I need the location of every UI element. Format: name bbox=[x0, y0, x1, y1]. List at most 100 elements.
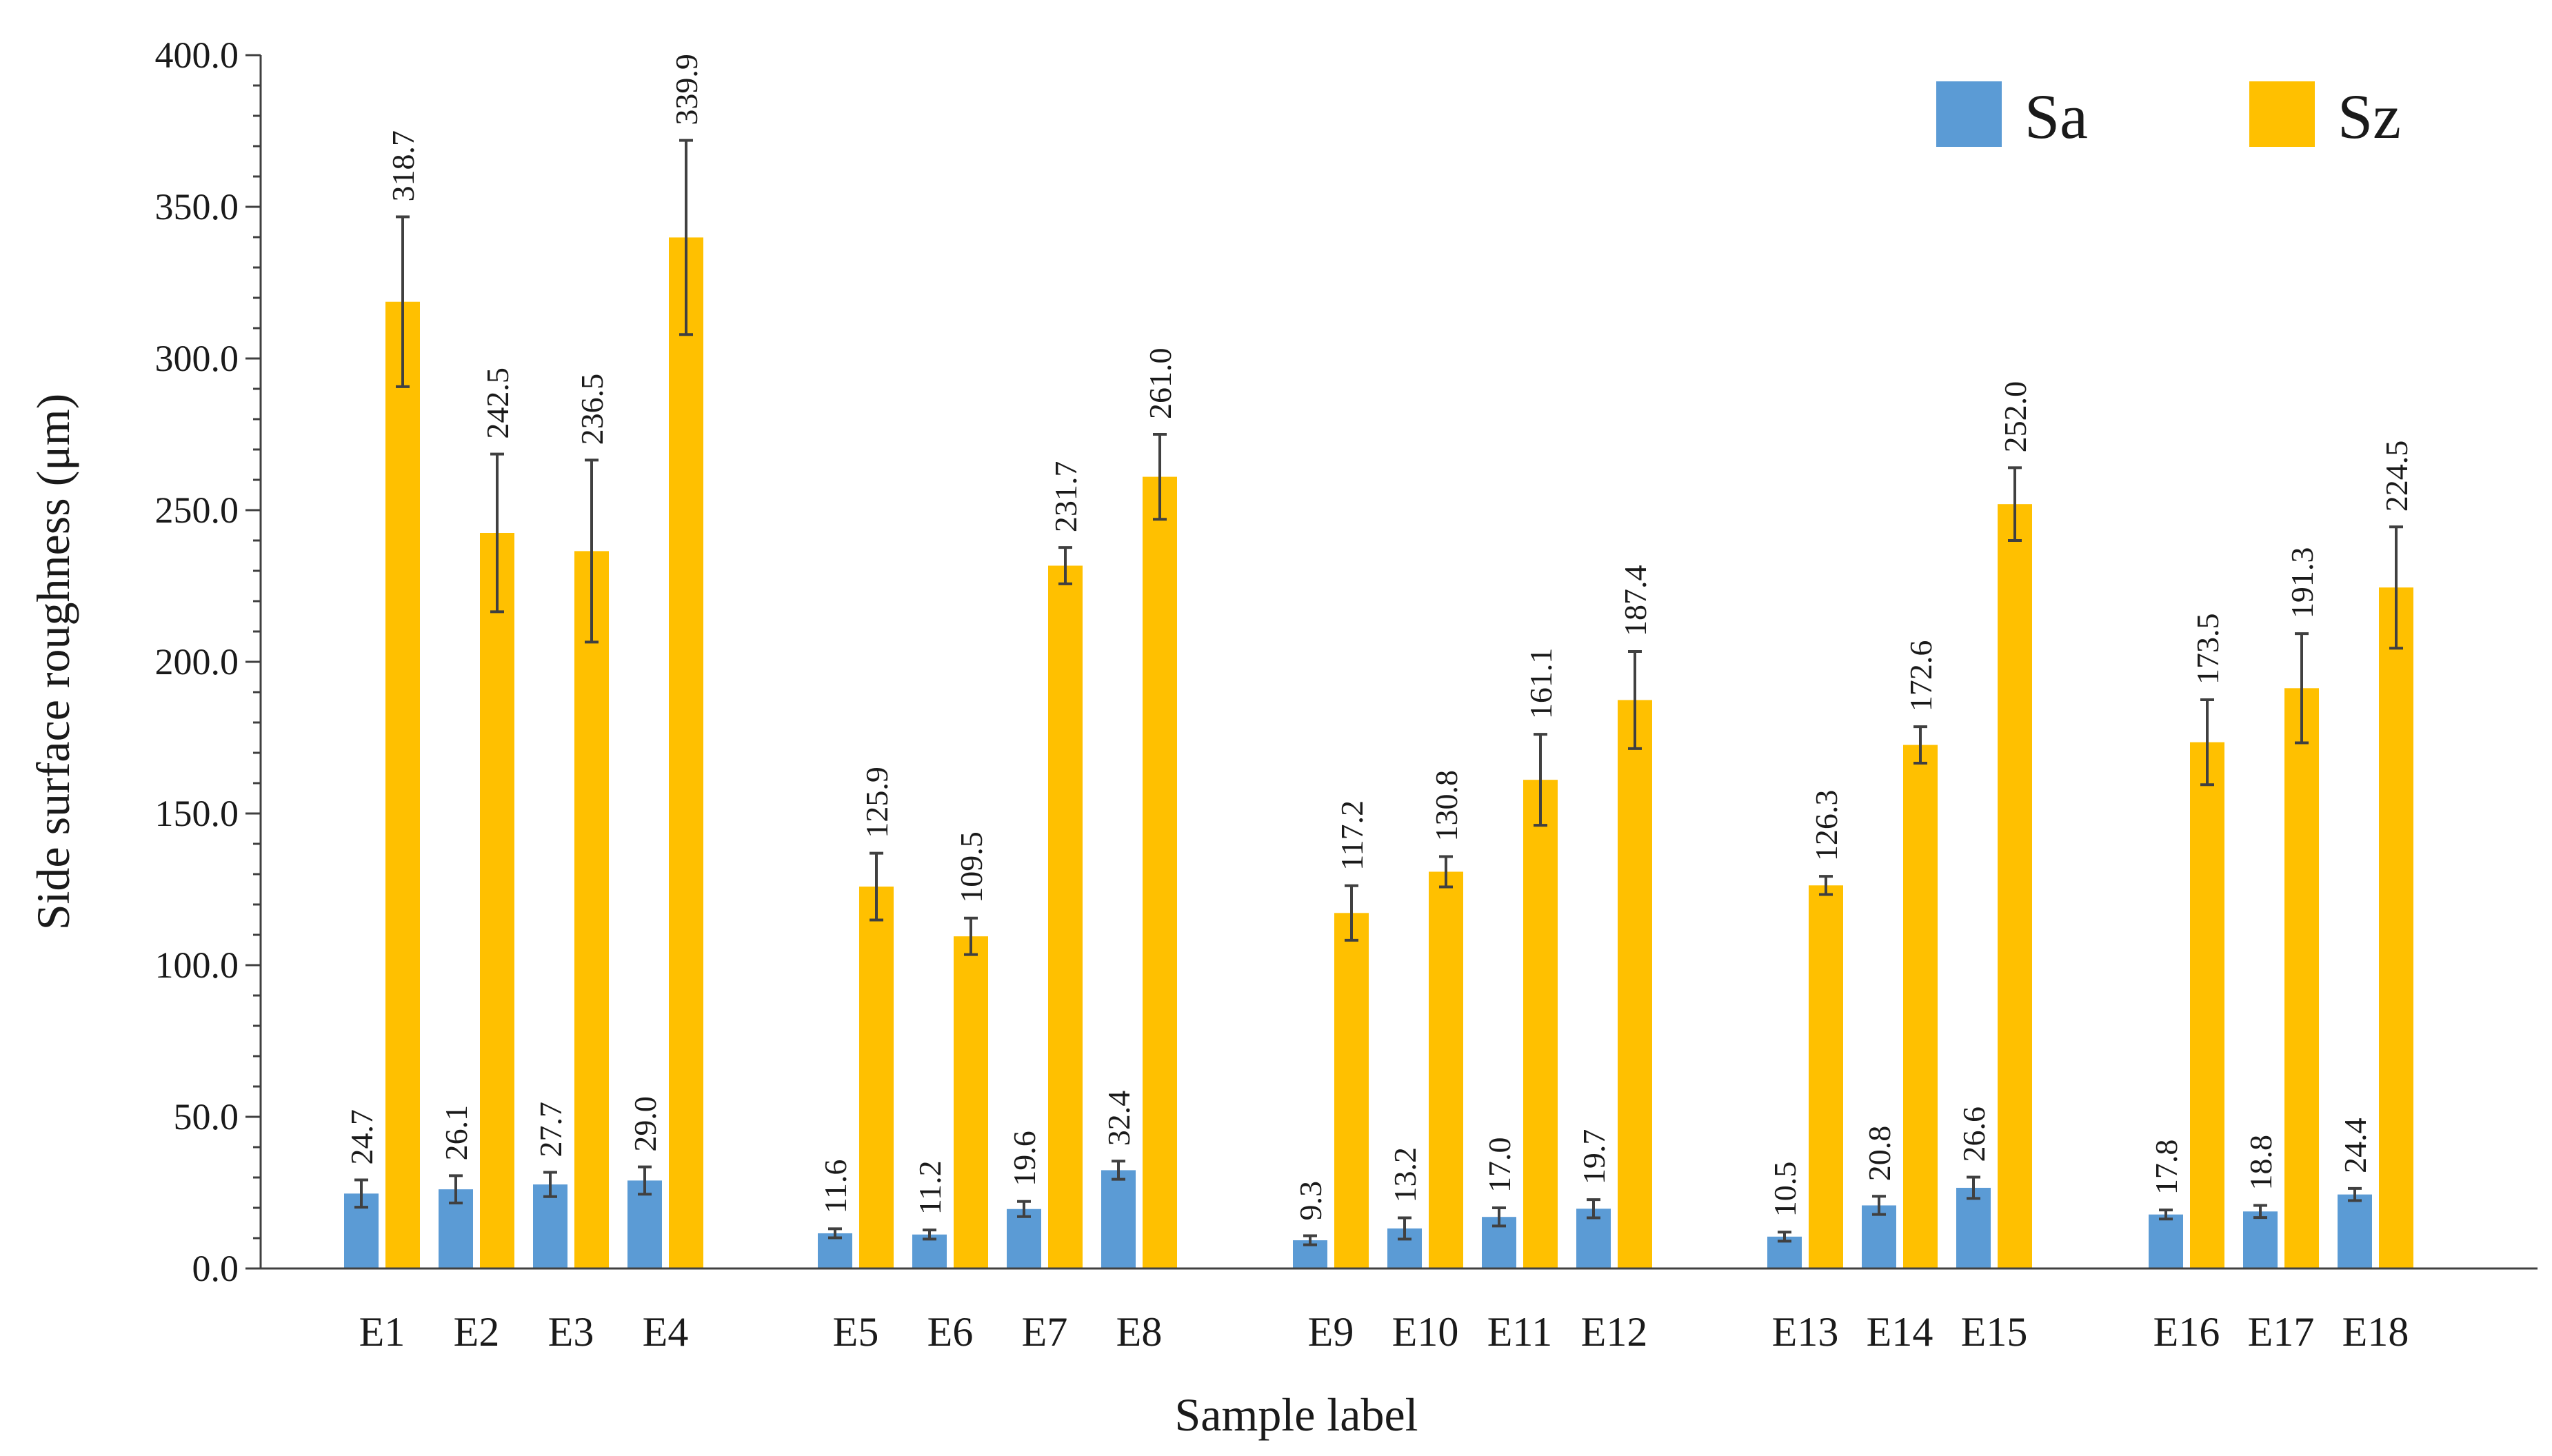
data-label-sa: 19.7 bbox=[1576, 1129, 1611, 1185]
bar-sa bbox=[1101, 1170, 1136, 1268]
data-label-sa: 26.6 bbox=[1956, 1106, 1991, 1162]
error-bar-sa bbox=[1112, 1160, 1125, 1181]
error-bar-sa bbox=[1587, 1198, 1600, 1220]
legend-label-sz: Sz bbox=[2338, 81, 2401, 152]
y-tick-label: 400.0 bbox=[155, 34, 239, 76]
error-bar-sz bbox=[1534, 733, 1547, 827]
bar-sz bbox=[2379, 587, 2413, 1268]
y-tick-label: 350.0 bbox=[155, 186, 239, 228]
data-label-sa: 20.8 bbox=[1862, 1126, 1897, 1182]
error-bars bbox=[354, 139, 2403, 1246]
data-label-sz: 109.5 bbox=[954, 831, 989, 903]
bar-sz bbox=[385, 301, 420, 1269]
bar-sz bbox=[1618, 700, 1652, 1268]
error-bar-sa bbox=[1967, 1175, 1980, 1200]
bar-sa bbox=[533, 1184, 567, 1268]
x-axis-title: Sample label bbox=[1174, 1388, 1418, 1441]
data-label-sa: 24.4 bbox=[2338, 1118, 2373, 1173]
error-bar-sa bbox=[2348, 1186, 2362, 1202]
data-label-sz: 242.5 bbox=[480, 367, 515, 439]
data-label-sz: 117.2 bbox=[1334, 800, 1369, 871]
error-bar-sa bbox=[354, 1178, 368, 1209]
data-label-sz: 339.9 bbox=[669, 54, 704, 125]
data-label-sa: 9.3 bbox=[1293, 1181, 1328, 1221]
bar-sz bbox=[1429, 871, 1463, 1268]
error-bar-sz bbox=[2200, 698, 2214, 787]
error-bar-sz bbox=[1058, 546, 1072, 585]
error-bar-sz bbox=[490, 452, 504, 614]
error-bar-sz bbox=[1913, 725, 1927, 765]
bars bbox=[344, 237, 2413, 1269]
data-label-sz: 126.3 bbox=[1809, 790, 1844, 862]
error-bar-sz bbox=[870, 851, 883, 922]
error-bar-sa bbox=[543, 1171, 557, 1198]
x-tick-label: E10 bbox=[1392, 1309, 1459, 1355]
data-label-sa: 29.0 bbox=[627, 1096, 663, 1152]
legend-swatch-sz bbox=[2249, 81, 2315, 147]
error-bar-sz bbox=[1628, 650, 1642, 750]
bar-sa bbox=[1956, 1187, 1991, 1268]
bar-sa bbox=[2338, 1194, 2372, 1268]
x-tick-label: E15 bbox=[1961, 1309, 2028, 1355]
error-bar-sa bbox=[2253, 1204, 2267, 1220]
bar-sz bbox=[1523, 780, 1558, 1268]
error-bar-sa bbox=[1872, 1195, 1886, 1216]
data-label-sa: 32.4 bbox=[1101, 1091, 1136, 1146]
error-bar-sa bbox=[1303, 1234, 1317, 1246]
error-bar-sz bbox=[964, 916, 978, 956]
error-bar-sz bbox=[1439, 855, 1453, 889]
bar-sz bbox=[859, 887, 894, 1268]
data-label-sa: 11.2 bbox=[912, 1160, 947, 1215]
bar-sz bbox=[1809, 885, 1843, 1268]
y-axis-title: Side surface roughness (μm) bbox=[27, 394, 79, 931]
data-label-sz: 130.8 bbox=[1429, 770, 1464, 842]
data-label-sa: 17.0 bbox=[1482, 1138, 1517, 1193]
data-label-sz: 224.5 bbox=[2379, 441, 2414, 512]
x-tick-label: E17 bbox=[2248, 1309, 2315, 1355]
error-bar-sz bbox=[585, 458, 599, 644]
bar-sz bbox=[1334, 913, 1369, 1268]
bar-sa bbox=[2149, 1214, 2183, 1268]
error-bar-sz bbox=[2389, 525, 2403, 650]
legend-swatch-sa bbox=[1936, 81, 2002, 147]
bar-sz bbox=[669, 237, 703, 1269]
data-label-sz: 173.5 bbox=[2190, 614, 2225, 685]
bar-sz bbox=[1048, 565, 1083, 1268]
data-label-sz: 125.9 bbox=[859, 767, 894, 838]
error-bar-sz bbox=[1345, 884, 1358, 942]
data-label-sa: 19.6 bbox=[1007, 1131, 1042, 1186]
y-tick-label: 250.0 bbox=[155, 489, 239, 531]
x-tick-label: E4 bbox=[643, 1309, 689, 1355]
error-bar-sz bbox=[2295, 632, 2309, 745]
error-bar-sz bbox=[679, 139, 693, 336]
y-tick-label: 200.0 bbox=[155, 641, 239, 682]
data-label-sz: 161.1 bbox=[1523, 648, 1558, 720]
data-label-sa: 27.7 bbox=[533, 1102, 568, 1157]
x-tick-label: E1 bbox=[359, 1309, 405, 1355]
y-tick-label: 100.0 bbox=[155, 944, 239, 986]
bar-sz bbox=[2284, 688, 2319, 1268]
error-bar-sa bbox=[1398, 1216, 1411, 1241]
data-label-sa: 10.5 bbox=[1767, 1162, 1802, 1217]
error-bar-sa bbox=[638, 1165, 652, 1196]
data-label-sa: 17.8 bbox=[2149, 1140, 2184, 1195]
bar-sz bbox=[1143, 476, 1177, 1268]
bar-sz bbox=[1998, 504, 2032, 1269]
bar-sa bbox=[1862, 1205, 1896, 1268]
y-tick-label: 50.0 bbox=[174, 1096, 239, 1138]
data-label-sa: 24.7 bbox=[344, 1109, 379, 1165]
x-tick-label: E13 bbox=[1772, 1309, 1839, 1355]
error-bar-sa bbox=[2159, 1209, 2173, 1221]
x-tick-label: E7 bbox=[1022, 1309, 1068, 1355]
data-label-sa: 11.6 bbox=[818, 1160, 853, 1214]
error-bar-sz bbox=[1819, 875, 1833, 896]
bar-sz bbox=[574, 551, 609, 1268]
data-label-sz: 191.3 bbox=[2284, 547, 2320, 619]
error-bar-sa bbox=[1778, 1231, 1791, 1243]
data-labels: 24.7 318.7 26.1 242.5 27.7 236.5 29.0 339.9 11.6… bbox=[344, 54, 2414, 1220]
error-bar-sz bbox=[396, 215, 410, 388]
data-label-sz: 318.7 bbox=[385, 130, 421, 202]
x-tick-label: E5 bbox=[833, 1309, 879, 1355]
x-tick-label: E9 bbox=[1308, 1309, 1354, 1355]
